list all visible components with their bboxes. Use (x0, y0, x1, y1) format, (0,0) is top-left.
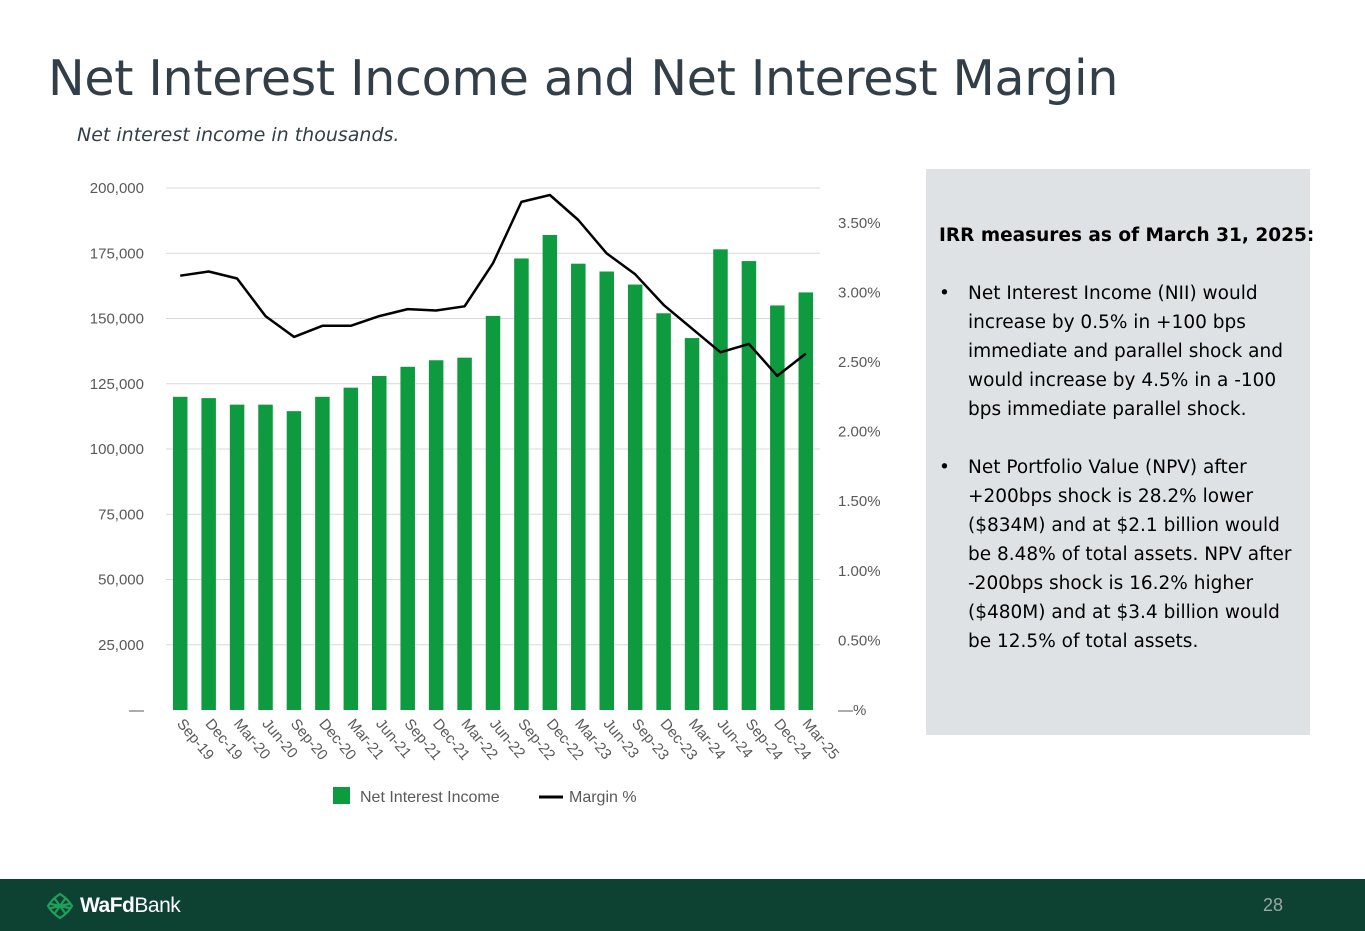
chart-left-axis: — 25,000 50,000 75,000 100,000 125,000 150,000… (90, 180, 144, 719)
bar-nii (798, 292, 814, 710)
right-tick-label: 1.00% (838, 563, 881, 580)
logo-wordmark: WaFdBank (80, 894, 181, 917)
right-tick-label: —% (838, 702, 866, 719)
chart-bars (172, 234, 814, 711)
bar-nii (627, 284, 643, 710)
bar-nii (428, 360, 444, 710)
right-tick-label: 3.00% (838, 284, 881, 301)
bar-nii (229, 404, 245, 710)
bar-nii (372, 375, 387, 710)
bar-nii (485, 315, 501, 710)
bar-nii (315, 396, 330, 710)
bar-nii (741, 261, 757, 710)
chart-subtitle: Net interest income in thousands. (77, 124, 400, 146)
bar-nii (457, 357, 472, 710)
bar-nii (172, 396, 188, 710)
chart-legend: Net Interest Income Margin % (333, 787, 637, 806)
chart-margin-line (180, 193, 807, 378)
margin-line-series (180, 193, 807, 378)
right-tick-label: 0.50% (838, 632, 881, 649)
bar-nii (599, 271, 614, 710)
page-number: 28 (1262, 895, 1283, 915)
bar-nii (684, 338, 700, 710)
legend-label-margin: Margin % (569, 789, 637, 806)
irr-bullet-nii: • Net Interest Income (NII) would increa… (939, 279, 1298, 424)
irr-bullet-list: • Net Interest Income (NII) would increa… (939, 279, 1298, 656)
wafd-knot-icon (46, 892, 74, 920)
irr-panel-heading: IRR measures as of March 31, 2025: (939, 225, 1315, 246)
bar-nii (258, 404, 273, 710)
bullet-icon: • (939, 457, 950, 478)
bar-nii (656, 313, 671, 710)
left-tick-label: — (129, 702, 144, 719)
left-tick-label: 75,000 (98, 506, 144, 523)
left-tick-label: 25,000 (98, 637, 144, 654)
bar-nii (286, 411, 302, 710)
irr-measures-panel: IRR measures as of March 31, 2025: • Net… (926, 169, 1315, 735)
legend-swatch-nii (333, 787, 350, 804)
bar-nii (713, 249, 728, 710)
right-tick-label: 1.50% (838, 493, 881, 510)
left-tick-label: 200,000 (90, 180, 144, 197)
irr-bullet-npv: • Net Portfolio Value (NPV) after +200bp… (939, 453, 1298, 656)
left-tick-label: 150,000 (90, 311, 144, 328)
left-tick-label: 175,000 (90, 245, 144, 262)
bar-nii (770, 305, 785, 710)
right-tick-label: 3.50% (838, 215, 881, 232)
irr-bullet-text: Net Portfolio Value (NPV) after +200bps … (968, 457, 1292, 652)
chart-right-axis: —% 0.50% 1.00% 1.50% 2.00% 2.50% 3.00% 3.50% (838, 215, 881, 719)
bar-nii (201, 398, 216, 710)
bar-nii (542, 234, 558, 711)
nii-margin-chart: — 25,000 50,000 75,000 100,000 125,000 150,000… (90, 180, 881, 806)
irr-bullet-text: Net Interest Income (NII) would increase… (968, 283, 1283, 420)
left-tick-label: 125,000 (90, 376, 144, 393)
wafd-logo: WaFdBank (46, 892, 181, 920)
chart-x-axis: Sep-19Dec-19Mar-20Jun-20Sep-20Dec-20Mar-… (173, 716, 842, 764)
slide-title: Net Interest Income and Net Interest Mar… (48, 50, 1119, 107)
legend-label-nii: Net Interest Income (360, 789, 500, 806)
footer-bar: WaFdBank 28 (0, 879, 1365, 931)
bar-nii (400, 366, 415, 710)
right-tick-label: 2.00% (838, 424, 881, 441)
bar-nii (571, 263, 586, 710)
left-tick-label: 100,000 (90, 441, 144, 458)
left-tick-label: 50,000 (98, 572, 144, 589)
right-tick-label: 2.50% (838, 354, 881, 371)
bullet-icon: • (939, 283, 950, 304)
bar-nii (514, 258, 529, 710)
bar-nii (343, 387, 359, 710)
